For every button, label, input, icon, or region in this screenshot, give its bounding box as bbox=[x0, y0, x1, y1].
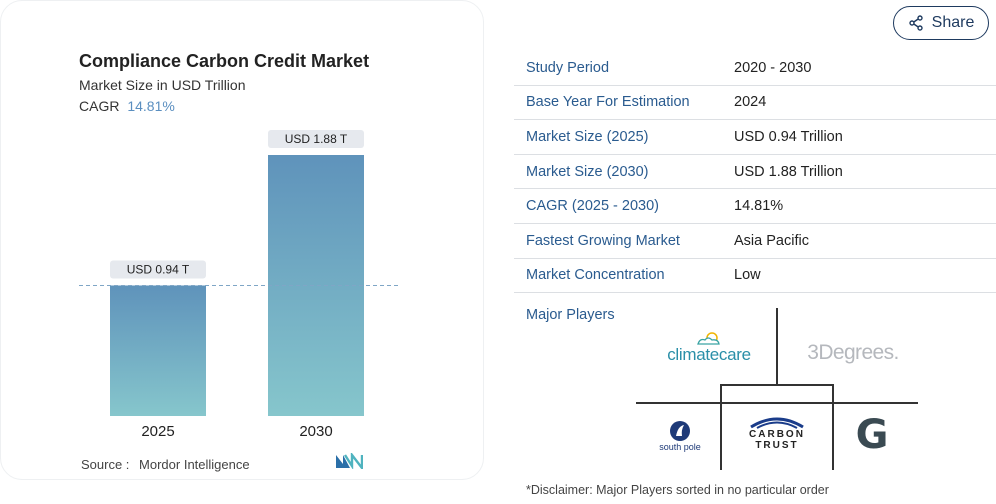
source-value: Mordor Intelligence bbox=[139, 457, 250, 472]
fact-label: Fastest Growing Market bbox=[526, 232, 680, 249]
fact-label: Market Size (2030) bbox=[526, 163, 649, 180]
divider bbox=[636, 402, 918, 404]
cagr-line: CAGR 14.81% bbox=[79, 98, 175, 114]
fact-row-base-year: Base Year For Estimation 2024 bbox=[514, 86, 996, 121]
divider bbox=[776, 308, 778, 384]
source-label: Source : bbox=[81, 457, 130, 472]
carbon-trust-icon bbox=[750, 417, 804, 429]
fact-value: USD 0.94 Trillion bbox=[734, 128, 843, 145]
chart-card: Compliance Carbon Credit Market Market S… bbox=[0, 0, 484, 480]
data-label-bg bbox=[110, 260, 206, 279]
disclaimer: *Disclaimer: Major Players sorted in no … bbox=[526, 483, 829, 497]
fact-label: Study Period bbox=[526, 59, 610, 76]
fact-value: 14.81% bbox=[734, 198, 784, 215]
carbon-trust-line1: CARBON bbox=[749, 429, 805, 440]
x-tick-2025: 2025 bbox=[141, 423, 174, 440]
climatecare-wordmark: climatecare bbox=[667, 345, 751, 364]
mordor-intelligence-logo bbox=[336, 453, 363, 469]
fact-label: Market Concentration bbox=[526, 267, 665, 284]
fact-row-cagr: CAGR (2025 - 2030) 14.81% bbox=[514, 189, 996, 224]
data-label-bg bbox=[268, 130, 364, 148]
south-pole-logo: south pole bbox=[642, 416, 718, 456]
fact-row-market-size-2030: Market Size (2030) USD 1.88 Trillion bbox=[514, 155, 996, 190]
g-logo: G bbox=[842, 412, 902, 458]
climatecare-logo: climatecare bbox=[654, 328, 764, 368]
fact-row-fastest-growing: Fastest Growing Market Asia Pacific bbox=[514, 224, 996, 259]
source-line: Source : Mordor Intelligence bbox=[81, 457, 250, 472]
x-tick-2030: 2030 bbox=[299, 423, 332, 440]
major-players-logos: climatecare 3Degrees. south pole CARBON … bbox=[636, 308, 918, 470]
bar-chart: USD 0.94 T 2025 USD 1.88 T 2030 bbox=[79, 130, 399, 440]
divider bbox=[720, 384, 833, 386]
fact-value: USD 1.88 Trillion bbox=[734, 163, 843, 180]
g-wordmark: G bbox=[855, 412, 889, 458]
sun-cloud-icon bbox=[697, 332, 720, 345]
3degrees-logo: 3Degrees. bbox=[794, 336, 912, 370]
bar-2025 bbox=[110, 285, 206, 416]
data-label-2030: USD 1.88 T bbox=[285, 132, 348, 146]
fact-row-market-size-2025: Market Size (2025) USD 0.94 Trillion bbox=[514, 120, 996, 155]
divider bbox=[720, 384, 722, 470]
south-pole-wordmark: south pole bbox=[659, 442, 701, 452]
fact-value: 2024 bbox=[734, 94, 767, 111]
fact-label: Market Size (2025) bbox=[526, 128, 649, 145]
fact-value: Asia Pacific bbox=[734, 232, 809, 249]
fact-label: Base Year For Estimation bbox=[526, 94, 690, 111]
fact-row-study-period: Study Period 2020 - 2030 bbox=[514, 51, 996, 86]
fact-value: Low bbox=[734, 267, 761, 284]
cagr-label: CAGR bbox=[79, 98, 120, 114]
3degrees-wordmark: 3Degrees. bbox=[807, 341, 899, 364]
share-label: Share bbox=[931, 14, 975, 31]
south-pole-icon bbox=[670, 421, 690, 441]
carbon-trust-logo: CARBON TRUST bbox=[726, 404, 828, 460]
share-icon bbox=[908, 15, 923, 31]
chart-title: Compliance Carbon Credit Market bbox=[79, 51, 370, 71]
share-button[interactable]: Share bbox=[893, 6, 989, 40]
major-players-label: Major Players bbox=[526, 307, 615, 323]
data-label-2025: USD 0.94 T bbox=[127, 263, 190, 277]
cagr-value: 14.81% bbox=[127, 98, 175, 114]
divider bbox=[832, 384, 834, 470]
fact-label: CAGR (2025 - 2030) bbox=[526, 198, 659, 215]
carbon-trust-line2: TRUST bbox=[755, 440, 799, 451]
fact-row-concentration: Market Concentration Low bbox=[514, 259, 996, 294]
market-facts-table: Study Period 2020 - 2030 Base Year For E… bbox=[514, 51, 996, 294]
fact-value: 2020 - 2030 bbox=[734, 59, 812, 76]
chart-subtitle: Market Size in USD Trillion bbox=[79, 77, 246, 93]
